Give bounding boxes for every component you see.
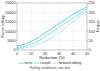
x-axis-label: Reduction (%) [39,55,65,60]
annotation: Rolling conditions: see box [30,66,71,70]
y2-tick-label: 250 [88,1,94,5]
legend-label: force [25,61,33,65]
y2-axis-label: Torque [95,20,100,33]
plot-frame [17,3,87,50]
y-tick [16,21,17,22]
y-tick-label: 5000 [7,39,15,43]
legend-label: couple [40,61,50,65]
y-tick [16,40,17,41]
y2-tick-label: 150 [88,20,94,24]
chart: 0102030405005000100001500020000250000501… [0,0,100,71]
y-tick [16,31,17,32]
legend: force couple forward sliding [19,61,82,65]
grid-line [31,3,32,50]
legend-item: forward sliding [53,61,81,65]
y-tick-label: 20000 [5,11,16,15]
y-tick-label: 10000 [5,30,16,34]
y2-tick-label: 50 [88,39,92,43]
legend-swatch [35,63,40,64]
y2-tick-label: 100 [88,30,94,34]
legend-swatch [53,63,58,64]
y2-tick-label: 200 [88,11,94,15]
legend-swatch [19,63,24,64]
grid-line [17,21,87,22]
x-tick-label: 0 [16,52,18,56]
legend-label: forward sliding [59,61,82,65]
lines [17,7,87,49]
series-line [17,7,87,46]
grid-line [17,40,87,41]
series-line [17,9,87,48]
y-tick [16,3,17,4]
series-line [17,11,87,50]
y-tick-label: 25000 [5,1,16,5]
y-tick-label: 0 [13,48,15,52]
x-tick-label: 10 [29,52,33,56]
legend-item: couple [35,61,51,65]
grid-line [73,3,74,50]
y2-tick-label: 0 [88,48,90,52]
grid-line [17,31,87,32]
legend-item: force [19,61,33,65]
grid-line [45,3,46,50]
y-tick [16,50,17,51]
grid-line [59,3,60,50]
y-axis-label: Force rolling [0,15,5,37]
plot-area [17,3,87,50]
y-tick-label: 15000 [5,20,16,24]
x-tick-label: 40 [71,52,75,56]
y-tick [16,12,17,13]
